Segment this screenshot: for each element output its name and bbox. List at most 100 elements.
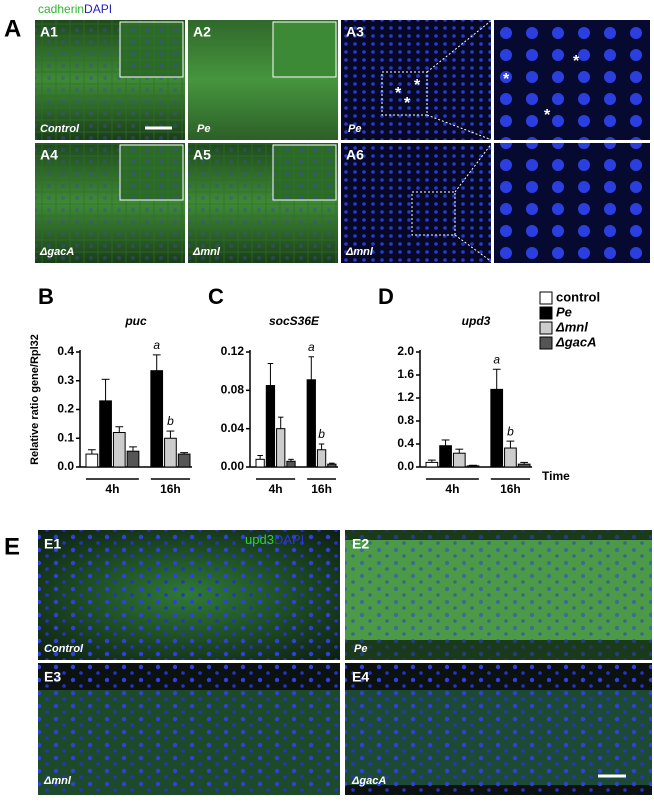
image-zoom-1: * * *: [494, 20, 650, 140]
x-tick-label: 4h: [445, 482, 459, 496]
y-tick-label: 0.12: [221, 344, 245, 358]
image-caption: Δmnl: [192, 246, 221, 258]
image-label: A6: [346, 147, 364, 163]
bar: [99, 400, 112, 468]
image-zoom-2: [494, 143, 650, 263]
bar: [466, 465, 480, 468]
bar: [276, 428, 286, 468]
y-tick-label: 0.1: [57, 430, 74, 444]
stain: cadherin: [38, 2, 84, 16]
image-caption: ΔgacA: [39, 246, 74, 258]
image-label: E1: [44, 536, 61, 552]
y-tick-label: 0.8: [397, 413, 414, 427]
image-caption: ΔgacA: [351, 775, 386, 787]
asterisk: *: [404, 95, 411, 112]
annotation: a: [153, 338, 160, 352]
asterisk: *: [503, 71, 510, 88]
bar: [306, 379, 316, 468]
image-label: A4: [40, 147, 58, 163]
bar: [490, 388, 504, 468]
bar: [517, 463, 531, 468]
y-tick-label: 0.04: [221, 421, 245, 435]
y-tick-label: 2.0: [397, 344, 414, 358]
bar: [425, 461, 439, 468]
image-caption: Pe: [354, 643, 367, 655]
y-tick-label: 0.0: [57, 459, 74, 473]
stain-legend: cadherinDAPI: [38, 2, 112, 16]
x-tick-label: 4h: [269, 482, 283, 496]
panel-label: C: [208, 284, 224, 309]
bar: [452, 452, 466, 468]
annotation: a: [308, 340, 315, 354]
x-tick-label: 16h: [500, 482, 521, 496]
y-tick-label: 0.00: [221, 459, 245, 473]
image-e3: E3 Δmnl: [38, 663, 340, 795]
annotation: b: [167, 414, 174, 428]
chart-title: puc: [124, 314, 147, 328]
bar: [112, 432, 126, 468]
y-tick-label: 0.3: [57, 373, 74, 387]
legend-swatch: [539, 291, 553, 305]
asterisk: *: [573, 53, 580, 70]
annotation: b: [318, 427, 325, 441]
image-label: A1: [40, 24, 58, 40]
x-tick-label: 4h: [105, 482, 119, 496]
image-label: E4: [352, 669, 369, 685]
x-axis-label: Time: [542, 469, 570, 483]
bar: [316, 449, 327, 468]
image-a2: A2 Pe: [188, 20, 338, 140]
image-label: A3: [346, 24, 364, 40]
image-label: E2: [352, 536, 369, 552]
bar: [439, 445, 452, 468]
annotation: b: [507, 424, 514, 438]
asterisk: *: [395, 85, 402, 102]
x-tick-label: 16h: [311, 482, 332, 496]
image-caption: Control: [44, 643, 84, 655]
legend-label: control: [556, 289, 600, 304]
image-caption: Control: [40, 123, 80, 135]
y-tick-label: 0.2: [57, 402, 74, 416]
legend-swatch: [539, 321, 553, 335]
bar: [504, 447, 517, 468]
y-tick-label: 1.6: [397, 367, 414, 381]
panel-label: A: [4, 15, 21, 42]
stain-legend: upd3DAPI: [245, 532, 304, 547]
image-label: A2: [193, 24, 211, 40]
y-tick-label: 1.2: [397, 390, 414, 404]
image-e4: E4 ΔgacA: [345, 663, 652, 795]
chart-title: upd3: [462, 314, 491, 328]
x-tick-label: 16h: [160, 482, 181, 496]
image-a4: A4 ΔgacA: [35, 143, 185, 263]
image-caption: Pe: [197, 123, 210, 135]
bar: [85, 453, 99, 468]
image-a3: * * * A3 Pe: [341, 20, 491, 140]
image-caption: Δmnl: [345, 246, 374, 258]
panel-label: D: [378, 284, 394, 309]
stain: upd3: [245, 532, 274, 547]
bar: [164, 437, 177, 468]
asterisk: *: [544, 107, 551, 124]
stain: DAPI: [84, 2, 112, 16]
legend-label: ΔgacA: [555, 334, 597, 349]
bar: [327, 463, 337, 468]
legend-label: Pe: [556, 304, 572, 319]
legend-swatch: [539, 336, 553, 350]
image-a1: A1 Control: [35, 20, 185, 140]
image-e1: E1 Control: [38, 530, 340, 660]
y-tick-label: 0.08: [221, 383, 245, 397]
bar: [255, 458, 265, 468]
chart-title: socS36E: [269, 314, 320, 328]
image-label: A5: [193, 147, 211, 163]
bar: [286, 460, 296, 468]
legend-swatch: [539, 306, 553, 320]
panel-label: B: [38, 284, 54, 309]
stain: DAPI: [274, 532, 304, 547]
bar: [265, 385, 276, 468]
y-axis-label: Relative ratio gene/Rpl32: [29, 334, 41, 465]
image-caption: Pe: [348, 123, 361, 135]
bar: [177, 453, 191, 468]
image-a5: A5 Δmnl: [188, 143, 338, 263]
zoom-lines: [426, 19, 493, 263]
